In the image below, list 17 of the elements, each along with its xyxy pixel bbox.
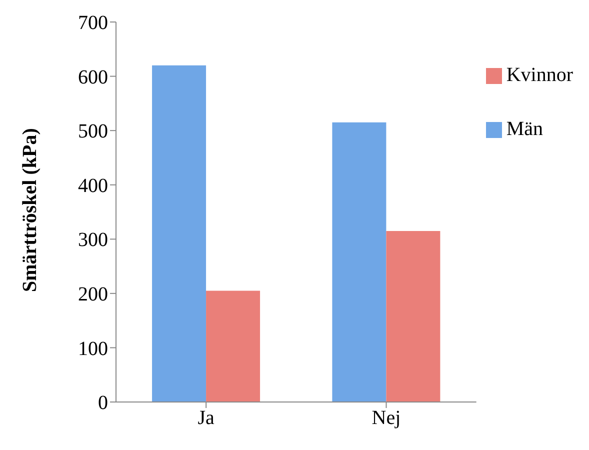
y-tick-label: 0 — [98, 392, 108, 414]
legend-label: Män — [506, 118, 543, 140]
bar — [152, 65, 206, 402]
x-tick-label: Nej — [372, 407, 401, 430]
bar — [206, 290, 260, 402]
y-tick-label: 100 — [78, 338, 108, 360]
y-tick-label: 600 — [78, 66, 108, 88]
y-axis-title: Smärttröskel (kPa) — [19, 128, 42, 292]
y-tick-label: 400 — [78, 174, 108, 197]
x-tick-label: Ja — [198, 407, 215, 430]
bar — [332, 122, 386, 402]
bar — [386, 231, 440, 402]
y-tick-label: 700 — [78, 12, 108, 34]
legend-label: Kvinnor — [506, 64, 573, 86]
y-tick-label: 200 — [78, 284, 108, 306]
y-tick-label: 300 — [78, 229, 108, 252]
y-tick-label: 500 — [78, 120, 108, 143]
